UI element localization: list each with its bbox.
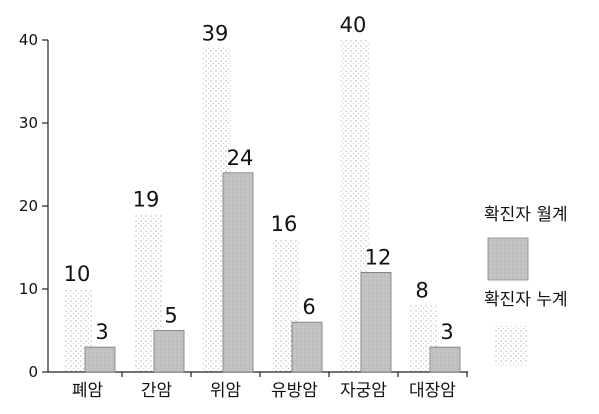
data-label-monthly: 6	[302, 295, 315, 319]
y-tick-label: 10	[19, 280, 38, 298]
x-tick-label: 유방암	[271, 381, 318, 401]
legend-label-monthly: 확진자 월계	[484, 205, 568, 225]
legend-swatch-monthly	[487, 237, 529, 281]
y-tick-label: 20	[19, 197, 38, 215]
y-axis: 0 10 20 30 40	[19, 31, 49, 381]
data-label-cumulative: 39	[202, 21, 229, 45]
data-label-cumulative: 16	[271, 212, 298, 236]
bar-monthly	[153, 330, 185, 373]
y-tick-label: 0	[28, 363, 38, 381]
data-label-cumulative: 40	[340, 13, 367, 37]
x-tick-label: 대장암	[409, 381, 456, 401]
data-label-cumulative: 19	[133, 187, 160, 211]
data-label-monthly: 24	[227, 146, 254, 170]
data-label-monthly: 3	[440, 320, 453, 344]
data-label-monthly: 12	[365, 245, 392, 269]
x-tick-label: 간암	[141, 381, 173, 401]
bar-monthly	[222, 172, 254, 373]
bar-monthly	[84, 346, 116, 373]
data-label-cumulative: 8	[415, 279, 428, 303]
y-tick-label: 40	[19, 31, 38, 49]
monthly-series	[84, 172, 461, 373]
x-axis: 폐암 간암 위암 유방암 자궁암 대장암	[48, 371, 468, 401]
data-label-monthly: 5	[164, 304, 177, 328]
data-label-cumulative: 10	[64, 262, 91, 286]
legend: 확진자 월계 확진자 누계	[484, 205, 568, 366]
bar-monthly	[291, 321, 323, 373]
legend-swatch-cumulative	[494, 326, 528, 366]
data-label-monthly: 3	[95, 320, 108, 344]
bar-monthly	[360, 271, 392, 373]
x-tick-label: 자궁암	[340, 381, 387, 401]
bar-monthly	[429, 346, 461, 373]
x-tick-label: 폐암	[72, 381, 104, 401]
legend-label-cumulative: 확진자 누계	[484, 290, 568, 310]
y-tick-label: 30	[19, 114, 38, 132]
x-tick-label: 위암	[210, 381, 242, 401]
